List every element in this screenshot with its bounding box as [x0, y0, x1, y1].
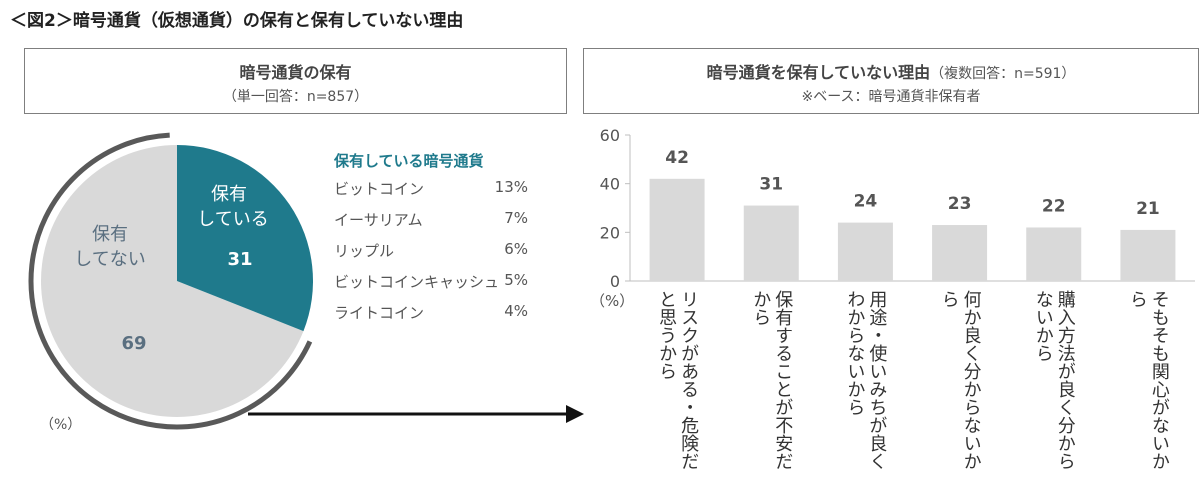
held-type-row: イーサリアム 7%	[334, 209, 534, 240]
held-type-pct: 4%	[504, 302, 528, 320]
held-type-name: ビットコインキャッシュ	[334, 273, 500, 291]
held-type-pct: 5%	[504, 271, 528, 289]
left-panel-header: 暗号通貨の保有 （単一回答：n=857）	[24, 48, 567, 114]
bar-unit-label: （%）	[590, 292, 635, 310]
pie-label-held-2: している	[197, 209, 268, 230]
held-type-pct: 13%	[494, 178, 528, 196]
held-type-name: ライトコイン	[334, 304, 425, 322]
right-panel-subtitle: ※ベース：暗号通貨非保有者	[801, 89, 981, 105]
x-category-label: 何か良く分からないから	[938, 290, 982, 470]
x-category-label: 購入方法が良く分からないから	[1032, 290, 1076, 470]
x-category-label: 用途・使いみちが良くわからないから	[844, 290, 888, 470]
pie-label-held: 保有	[211, 184, 247, 205]
bar-value-label: 42	[665, 148, 689, 168]
held-types-list: ビットコイン 13% イーサリアム 7% リップル 6% ビットコインキャッシュ 5% …	[334, 178, 534, 333]
x-category-label: 保有することが不安だから	[750, 290, 794, 470]
held-type-name: イーサリアム	[334, 211, 423, 229]
y-tick-label: 0	[610, 272, 620, 291]
pie-slice-not-held	[41, 145, 304, 417]
bar	[649, 178, 705, 281]
bar	[837, 222, 893, 281]
held-type-row: ビットコインキャッシュ 5%	[334, 271, 534, 302]
held-type-pct: 7%	[504, 209, 528, 227]
held-type-name: リップル	[334, 242, 395, 260]
pie-held-arc	[28, 132, 313, 430]
y-tick-label: 40	[600, 175, 620, 194]
right-panel-title-line: 暗号通貨を保有していない理由（複数回答：n=591）	[584, 59, 1198, 83]
right-panel-title: 暗号通貨を保有していない理由	[706, 63, 931, 82]
left-panel-subtitle: （単一回答：n=857）	[222, 89, 369, 105]
right-panel-title-note: （複数回答：n=591）	[930, 66, 1076, 82]
left-panel-title: 暗号通貨の保有	[239, 63, 352, 82]
pie-unit-label: （%）	[40, 417, 82, 433]
right-panel-header: 暗号通貨を保有していない理由（複数回答：n=591） ※ベース：暗号通貨非保有者	[583, 48, 1199, 114]
pie-label-not-held-2: してない	[74, 249, 145, 270]
figure-title: ＜図2＞暗号通貨（仮想通貨）の保有と保有していない理由	[10, 11, 464, 31]
bar-value-label: 23	[948, 194, 972, 214]
bar	[1120, 229, 1176, 281]
bar-value-label: 31	[759, 175, 783, 195]
held-type-name: ビットコイン	[334, 180, 425, 198]
bar-value-label: 22	[1042, 196, 1066, 216]
bar-value-label: 21	[1136, 199, 1160, 219]
x-category-label: リスクがある・危険だと思うから	[656, 290, 700, 470]
bar-value-label: 24	[854, 192, 878, 212]
pie-label-not-held: 保有	[92, 224, 128, 245]
x-category-label: そもそも関心がないから	[1126, 290, 1170, 470]
bar	[1026, 227, 1082, 281]
bar	[743, 205, 799, 281]
pie-value-not-held: 69	[121, 333, 146, 354]
connector-arrow-head	[566, 405, 584, 423]
bar	[932, 225, 988, 281]
pie-value-held: 31	[227, 249, 252, 270]
held-type-pct: 6%	[504, 240, 528, 258]
y-tick-label: 60	[600, 126, 620, 145]
pie-slice-held	[177, 145, 314, 332]
held-type-row: リップル 6%	[334, 240, 534, 271]
y-tick-label: 20	[600, 223, 620, 242]
held-types-title: 保有している暗号通貨	[334, 152, 484, 170]
held-type-row: ビットコイン 13%	[334, 178, 534, 209]
held-type-row: ライトコイン 4%	[334, 302, 534, 333]
